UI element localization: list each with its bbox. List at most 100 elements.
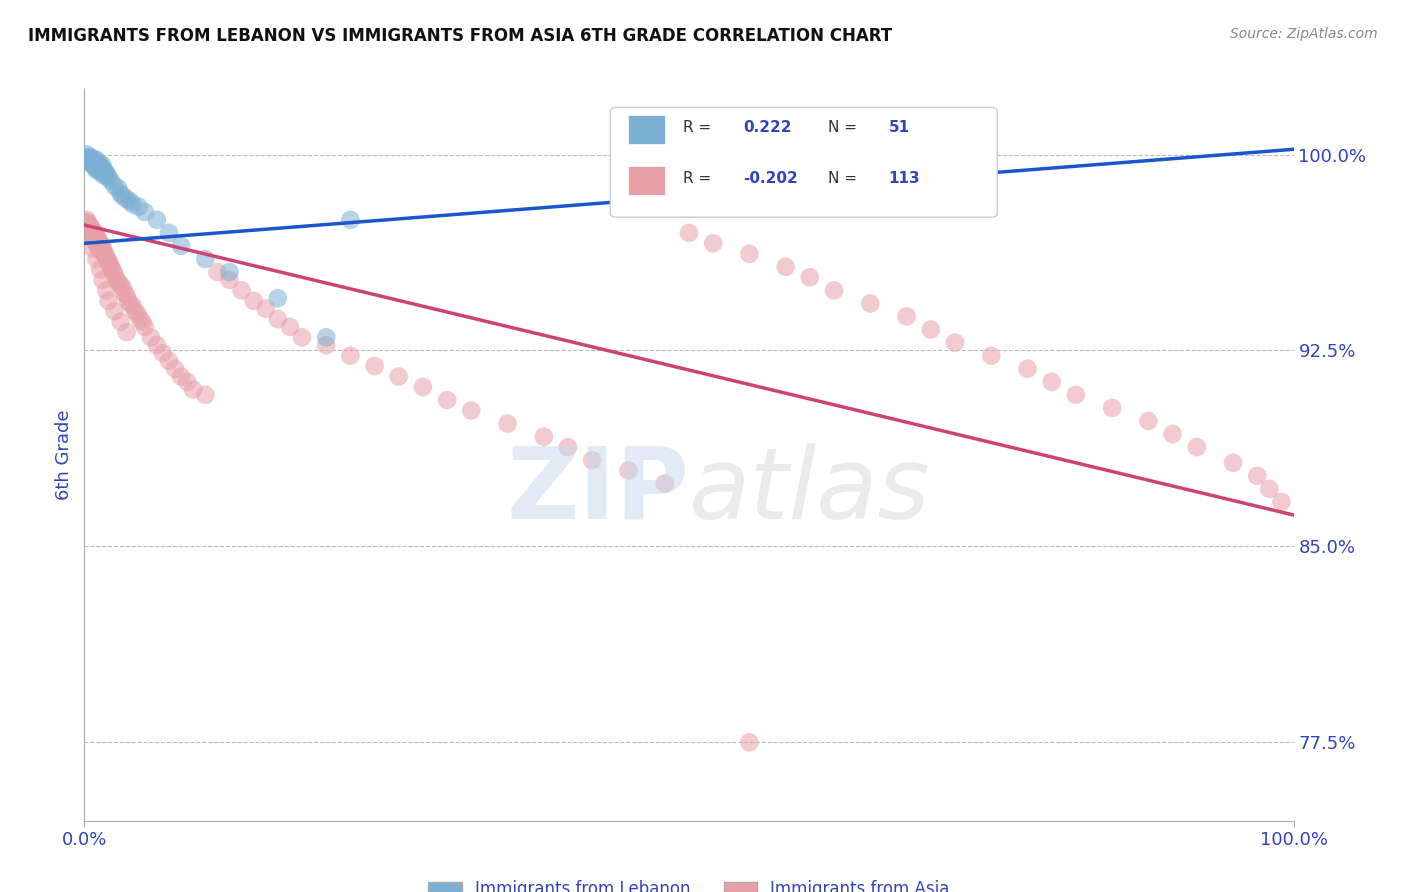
Point xyxy=(110,315,132,329)
Point xyxy=(112,281,135,295)
Point xyxy=(79,231,101,245)
Point xyxy=(86,163,108,178)
Point xyxy=(104,268,127,282)
Point xyxy=(86,153,108,167)
Point xyxy=(104,304,127,318)
Point xyxy=(943,335,966,350)
Point xyxy=(176,375,198,389)
Point xyxy=(170,369,193,384)
Point xyxy=(84,155,107,169)
Point xyxy=(82,155,104,169)
Point xyxy=(231,284,253,298)
Text: 51: 51 xyxy=(889,120,910,135)
Point xyxy=(134,319,156,334)
Point xyxy=(89,262,111,277)
Point xyxy=(388,369,411,384)
Point xyxy=(98,257,121,271)
Point xyxy=(115,325,138,339)
Point xyxy=(84,161,107,175)
Point xyxy=(436,393,458,408)
Point xyxy=(86,228,108,243)
Point xyxy=(83,158,105,172)
Point xyxy=(84,226,107,240)
Point xyxy=(702,236,724,251)
Point xyxy=(86,236,108,251)
Text: N =: N = xyxy=(828,171,858,186)
Point xyxy=(896,310,918,324)
Point xyxy=(557,440,579,454)
Point xyxy=(496,417,519,431)
Point xyxy=(1185,440,1208,454)
Point xyxy=(93,163,115,178)
Text: R =: R = xyxy=(683,171,711,186)
Point xyxy=(93,247,115,261)
Point xyxy=(738,247,761,261)
Point xyxy=(91,163,114,178)
Point xyxy=(91,239,114,253)
Point xyxy=(82,228,104,243)
Point xyxy=(93,169,115,183)
Point xyxy=(339,212,361,227)
Point xyxy=(127,307,149,321)
Point xyxy=(339,349,361,363)
Point xyxy=(1101,401,1123,415)
Point xyxy=(267,291,290,305)
Point xyxy=(278,319,301,334)
Point xyxy=(157,354,180,368)
Point xyxy=(617,464,640,478)
Point xyxy=(129,312,152,326)
Point xyxy=(77,150,100,164)
Point xyxy=(83,153,105,167)
Point xyxy=(218,273,240,287)
Point xyxy=(128,200,150,214)
Point xyxy=(460,403,482,417)
Point xyxy=(75,215,97,229)
Point xyxy=(823,284,845,298)
Text: 113: 113 xyxy=(889,171,920,186)
Text: ZIP: ZIP xyxy=(506,443,689,540)
Point xyxy=(80,220,103,235)
Point xyxy=(124,304,146,318)
Text: Source: ZipAtlas.com: Source: ZipAtlas.com xyxy=(1230,27,1378,41)
Point xyxy=(194,252,217,266)
Point xyxy=(115,192,138,206)
Point xyxy=(533,430,555,444)
Point xyxy=(775,260,797,274)
Point xyxy=(107,276,129,290)
Point xyxy=(94,284,117,298)
Point xyxy=(1258,482,1281,496)
Point xyxy=(83,231,105,245)
Point xyxy=(120,296,142,310)
Point xyxy=(110,278,132,293)
Point xyxy=(87,163,110,178)
Point xyxy=(1040,375,1063,389)
Point xyxy=(181,383,204,397)
Point xyxy=(89,163,111,178)
Point xyxy=(134,205,156,219)
Text: N =: N = xyxy=(828,120,858,135)
Point xyxy=(77,220,100,235)
Point xyxy=(90,239,112,253)
Point xyxy=(80,155,103,169)
Point xyxy=(1137,414,1160,428)
Point xyxy=(86,158,108,172)
Text: IMMIGRANTS FROM LEBANON VS IMMIGRANTS FROM ASIA 6TH GRADE CORRELATION CHART: IMMIGRANTS FROM LEBANON VS IMMIGRANTS FR… xyxy=(28,27,893,45)
Point xyxy=(1270,495,1292,509)
Point xyxy=(920,322,942,336)
Point xyxy=(94,166,117,180)
Point xyxy=(267,312,290,326)
Point xyxy=(315,330,337,344)
Text: R =: R = xyxy=(683,120,711,135)
Point xyxy=(112,285,135,300)
Text: -0.202: -0.202 xyxy=(744,171,799,186)
Point xyxy=(107,181,129,195)
Point xyxy=(291,330,314,344)
Point xyxy=(93,244,115,259)
Point xyxy=(97,254,120,268)
Point xyxy=(79,150,101,164)
Point xyxy=(859,296,882,310)
Point xyxy=(120,194,142,209)
Point xyxy=(1064,388,1087,402)
Point xyxy=(110,186,132,201)
Point xyxy=(165,361,187,376)
